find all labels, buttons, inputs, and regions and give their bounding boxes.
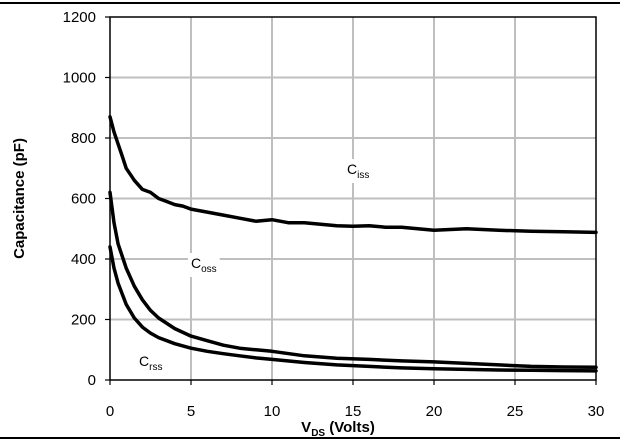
- x-axis-label-subscript: DS: [311, 428, 325, 439]
- series-label-crss-subscript: rss: [149, 362, 162, 373]
- y-tick-label: 600: [71, 191, 96, 208]
- x-tick-label: 0: [106, 403, 114, 420]
- x-tick-label: 15: [345, 403, 362, 420]
- x-axis-label: VDS (Volts): [301, 419, 375, 439]
- grid-layer: [110, 17, 596, 380]
- series-label-crss: Crss: [136, 351, 166, 375]
- top-rule: [0, 2, 620, 4]
- series-label-coss-main: C: [191, 255, 201, 271]
- series-label-ciss-subscript: iss: [357, 170, 369, 181]
- y-tick-label: 400: [71, 251, 96, 268]
- y-tick-label: 200: [71, 312, 96, 329]
- y-axis-label: Capacitance (pF): [11, 138, 28, 259]
- series-label-crss-main: C: [139, 353, 149, 369]
- y-tick-label: 1200: [63, 9, 96, 26]
- y-tick-label: 0: [88, 372, 96, 389]
- tick-label-layer: 0 5 10 15 20 25 30 0 200 400 600 800 1000 1200: [63, 9, 605, 420]
- series-label-ciss-main: C: [347, 161, 357, 177]
- series-label-ciss: Ciss: [344, 159, 373, 183]
- series-line-ciss: [108, 115, 598, 235]
- series-line-coss: [108, 190, 598, 370]
- x-tick-label: 20: [426, 403, 443, 420]
- x-tick-label: 10: [264, 403, 281, 420]
- x-axis-label-rest: (Volts): [325, 419, 375, 436]
- y-tick-label: 1000: [63, 70, 96, 87]
- bottom-rule: [0, 437, 620, 439]
- x-axis-label-main: V: [301, 419, 311, 436]
- series-label-coss: Coss: [188, 253, 220, 277]
- x-tick-label: 25: [507, 403, 524, 420]
- x-tick-label: 30: [588, 403, 605, 420]
- svg-text:Ciss: Ciss: [347, 161, 369, 181]
- x-tick-label: 5: [187, 403, 195, 420]
- series-line-crss: [108, 245, 598, 373]
- svg-text:Crss: Crss: [139, 353, 162, 373]
- svg-text:Coss: Coss: [191, 255, 217, 275]
- y-tick-label: 800: [71, 130, 96, 147]
- series-label-coss-subscript: oss: [201, 264, 217, 275]
- series-layer: [108, 115, 598, 373]
